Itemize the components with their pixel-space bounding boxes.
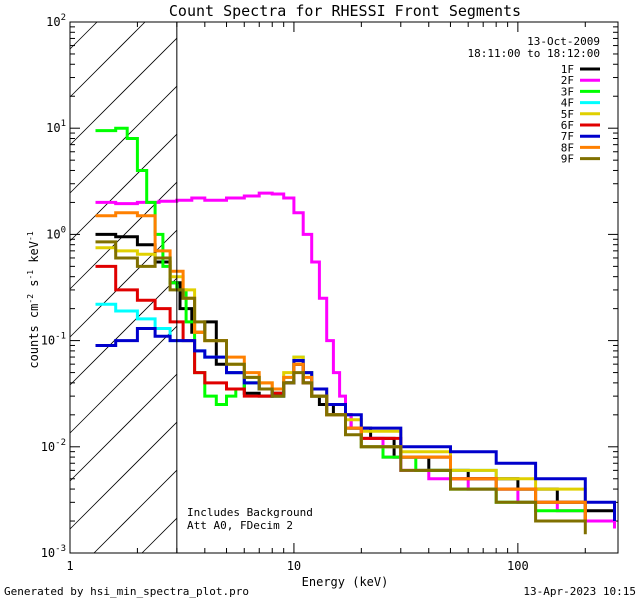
footer-timestamp: 13-Apr-2023 10:15: [523, 585, 636, 598]
legend-label-4F: 4F: [561, 97, 574, 110]
series-line-9F: [95, 240, 587, 535]
hatch-line: [69, 85, 178, 194]
hatch-line: [141, 517, 178, 554]
y-tick-label: 102: [46, 13, 66, 29]
legend-label-9F: 9F: [561, 153, 574, 166]
hatch-line: [69, 421, 178, 530]
x-tick-label: 1: [66, 559, 73, 573]
series-lines: [95, 126, 616, 535]
hatch-line: [69, 277, 178, 386]
hatched-region: [69, 21, 178, 554]
legend-label-1F: 1F: [561, 63, 574, 76]
y-axis-label: counts cm-2 s-1 keV-1: [26, 231, 41, 368]
plot-frame: [69, 21, 619, 554]
annotation-background: Includes Background: [187, 506, 313, 519]
legend-label-3F: 3F: [561, 85, 574, 98]
legend-label-8F: 8F: [561, 141, 574, 154]
hatch-line: [69, 21, 98, 50]
hatch-line: [69, 325, 178, 434]
x-tick-label: 10: [287, 559, 301, 573]
y-tick-label: 100: [46, 225, 66, 241]
y-tick-labels: 102 101 100 10-1 10-2 10-3: [41, 13, 66, 560]
hatch-line: [69, 21, 146, 98]
y-tick-label: 10-1: [41, 332, 66, 348]
axis-ticks: [69, 22, 618, 554]
annotation-attenuator: Att A0, FDecim 2: [187, 519, 293, 532]
chart-title: Count Spectra for RHESSI Front Segments: [169, 2, 521, 20]
x-tick-label: 100: [507, 559, 529, 573]
hatch-line: [69, 37, 178, 146]
legend-label-2F: 2F: [561, 74, 574, 87]
time-range-label: 18:11:00 to 18:12:00: [468, 47, 600, 60]
date-label: 13-Oct-2009: [527, 35, 600, 48]
y-tick-label: 10-3: [41, 544, 66, 560]
x-tick-labels: 1 10 100: [66, 559, 528, 573]
footer-generated-by: Generated by hsi_min_spectra_plot.pro: [4, 585, 249, 598]
y-tick-label: 101: [46, 119, 66, 135]
series-line-2F: [95, 191, 616, 529]
hatch-line: [93, 469, 178, 554]
legend-label-5F: 5F: [561, 108, 574, 121]
legend-label-7F: 7F: [561, 130, 574, 143]
x-axis-label: Energy (keV): [302, 575, 389, 589]
hatch-line: [69, 373, 178, 482]
legend-label-6F: 6F: [561, 119, 574, 132]
hatch-line: [69, 133, 178, 242]
y-tick-label: 10-2: [41, 438, 66, 454]
hatch-line: [69, 229, 178, 338]
